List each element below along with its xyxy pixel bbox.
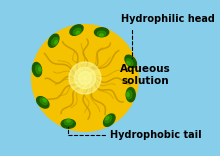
Ellipse shape [126,59,133,66]
Ellipse shape [43,99,46,102]
Ellipse shape [55,40,57,44]
Ellipse shape [36,65,41,74]
Ellipse shape [95,28,109,37]
Ellipse shape [70,25,83,35]
Ellipse shape [97,31,106,37]
Ellipse shape [73,28,81,35]
Ellipse shape [48,34,59,47]
Text: Hydrophobic tail: Hydrophobic tail [68,127,202,140]
Circle shape [32,25,138,131]
Text: Aqueous
solution: Aqueous solution [120,64,171,86]
Ellipse shape [126,90,132,99]
Ellipse shape [66,120,70,122]
Ellipse shape [105,115,112,123]
Ellipse shape [127,93,129,97]
Ellipse shape [125,55,136,68]
Ellipse shape [104,114,115,126]
Circle shape [69,62,101,94]
Ellipse shape [61,119,75,128]
Ellipse shape [64,119,73,125]
Text: Hydrophilic head: Hydrophilic head [121,14,215,58]
Ellipse shape [38,67,41,71]
Ellipse shape [40,98,48,105]
Ellipse shape [32,63,42,77]
Ellipse shape [127,61,130,65]
Ellipse shape [37,97,49,108]
Ellipse shape [52,38,58,45]
Ellipse shape [126,88,135,102]
Ellipse shape [76,31,80,34]
Circle shape [74,67,96,89]
Ellipse shape [106,117,109,120]
Circle shape [79,72,91,84]
Ellipse shape [99,34,103,36]
